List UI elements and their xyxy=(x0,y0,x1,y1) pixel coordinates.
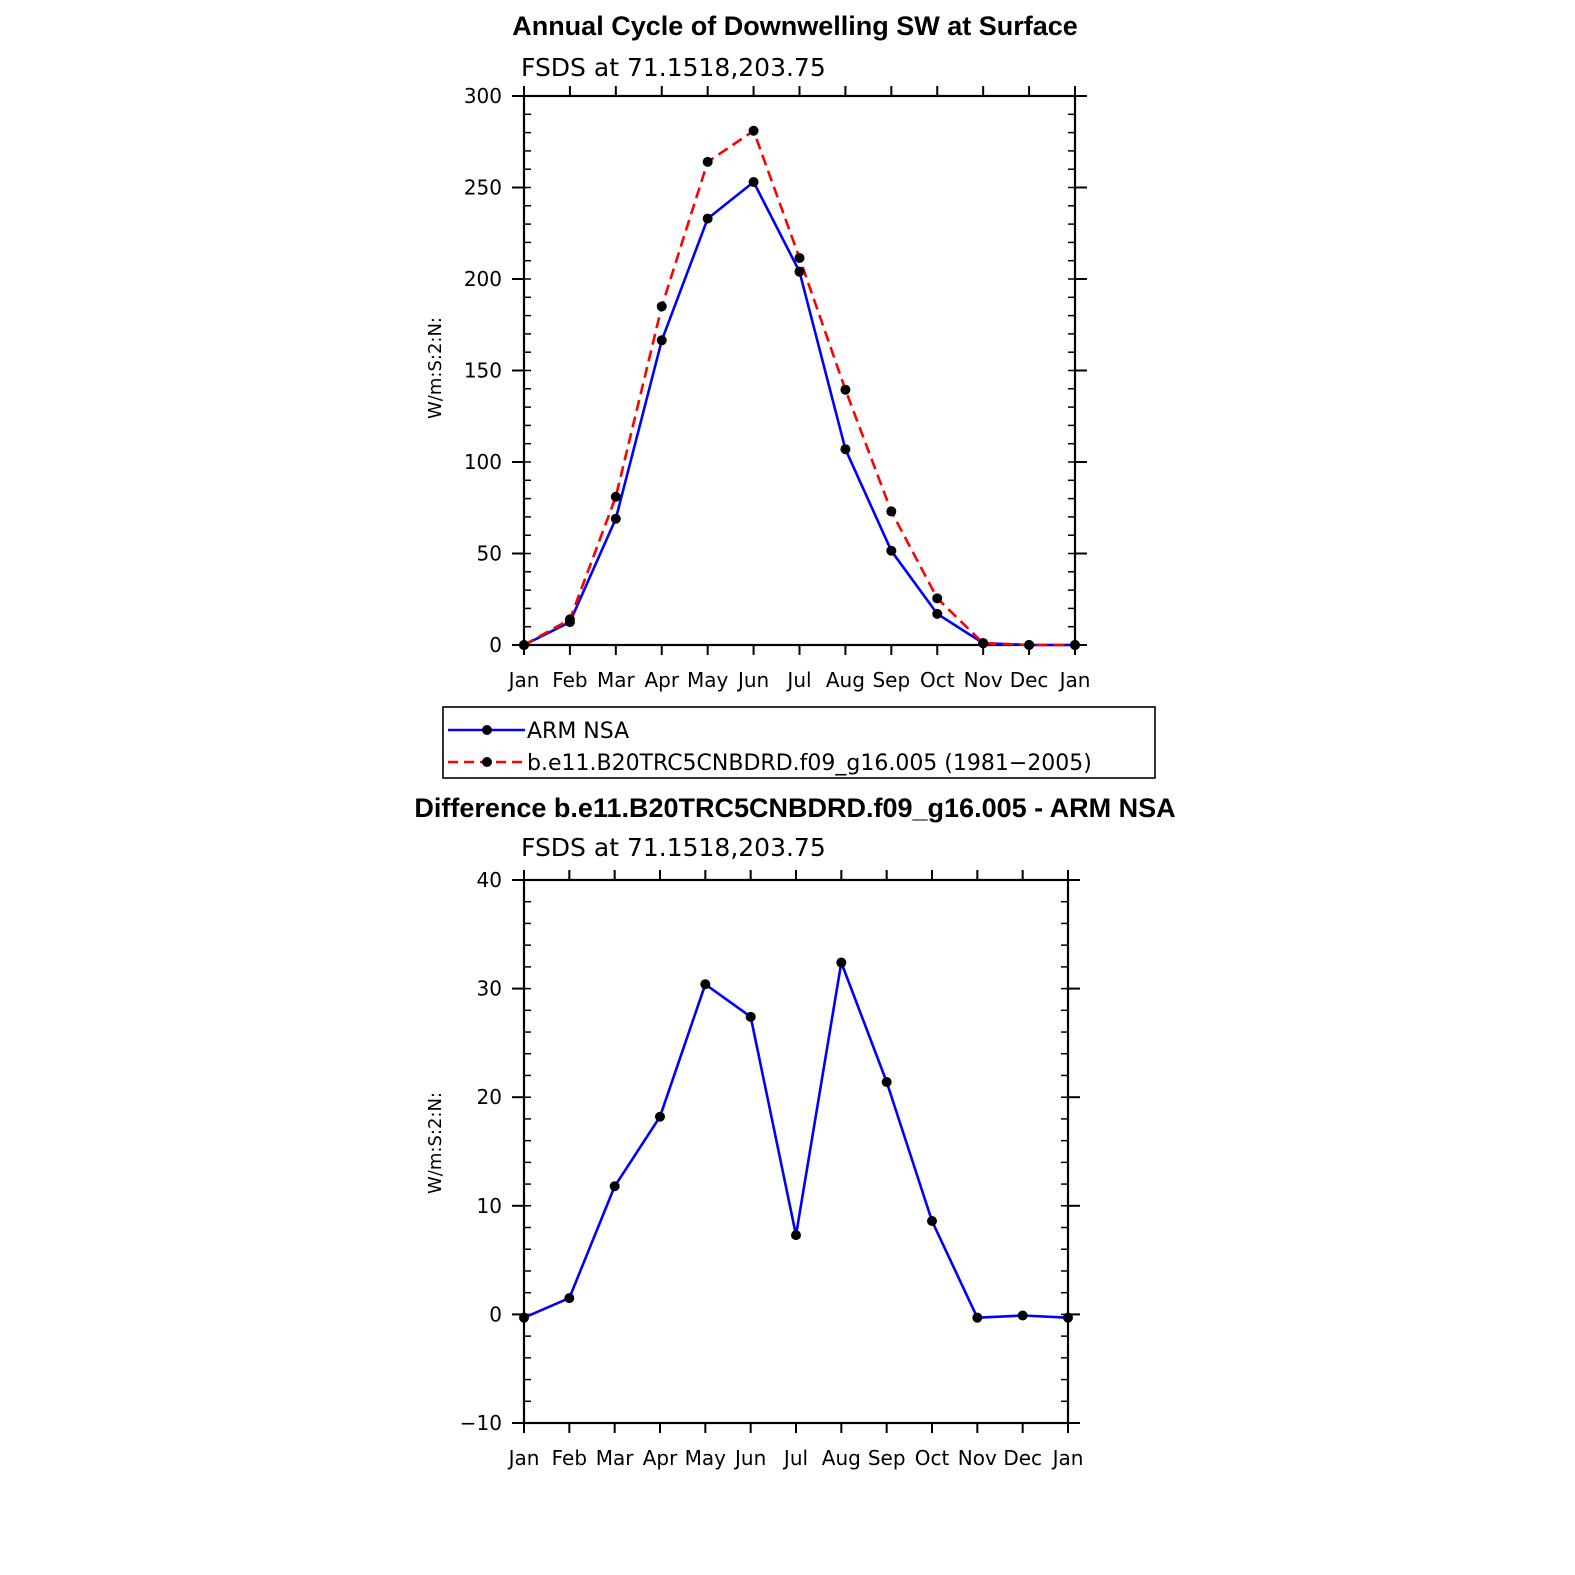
data-point xyxy=(886,545,897,556)
x-tick-label: Sep xyxy=(872,668,910,692)
legend-swatch-marker xyxy=(482,757,492,767)
data-point xyxy=(656,335,667,346)
x-tick-label: Jul xyxy=(782,1446,808,1470)
x-tick-label: Dec xyxy=(1010,668,1049,692)
y-tick-label: 20 xyxy=(477,1085,502,1109)
data-point xyxy=(564,1293,575,1304)
x-tick-label: Nov xyxy=(964,668,1003,692)
data-point xyxy=(927,1216,937,1227)
x-tick-label: Nov xyxy=(958,1446,997,1470)
x-tick-label: Jan xyxy=(1051,1446,1084,1470)
x-tick-label: Jun xyxy=(736,668,769,692)
legend-entry-label: b.e11.B20TRC5CNBDRD.f09_g16.005 (1981−20… xyxy=(527,751,1092,776)
x-tick-label: May xyxy=(687,668,729,692)
y-axis-label: W/m:S:2:N: xyxy=(425,317,446,419)
data-point xyxy=(794,252,805,263)
y-tick-label: 150 xyxy=(464,359,502,383)
data-point xyxy=(791,1230,801,1241)
chart-title: Difference b.e11.B20TRC5CNBDRD.f09_g16.0… xyxy=(414,793,1175,823)
x-tick-label: Feb xyxy=(552,668,587,692)
data-point xyxy=(1063,1312,1073,1323)
data-point xyxy=(610,491,621,502)
y-axis-label: W/m:S:2:N: xyxy=(425,1092,446,1194)
data-point xyxy=(1070,640,1080,650)
x-tick-label: Oct xyxy=(920,668,955,692)
x-tick-label: Jul xyxy=(785,668,811,692)
x-tick-label: Jan xyxy=(507,1446,540,1470)
data-point xyxy=(836,957,847,968)
data-point xyxy=(656,301,667,312)
legend-box xyxy=(442,706,1156,779)
y-tick-label: 0 xyxy=(489,1302,502,1326)
x-tick-label: Jun xyxy=(733,1446,766,1470)
data-point xyxy=(519,640,529,650)
data-point xyxy=(840,444,851,455)
data-point xyxy=(1017,1310,1028,1321)
series-line xyxy=(523,129,1075,647)
data-point xyxy=(932,608,943,619)
y-tick-label: 40 xyxy=(477,868,502,892)
y-tick-label: 250 xyxy=(464,176,502,200)
y-tick-label: 50 xyxy=(477,542,502,566)
data-point xyxy=(794,266,805,277)
data-point xyxy=(840,384,851,395)
data-point xyxy=(881,1076,892,1087)
x-tick-label: Aug xyxy=(826,668,865,692)
chart-subtitle: FSDS at 71.1518,203.75 xyxy=(521,833,826,862)
legend: ARM NSA b.e11.B20TRC5CNBDRD.f09_g16.005 … xyxy=(442,706,1156,779)
difference-chart: Difference b.e11.B20TRC5CNBDRD.f09_g16.0… xyxy=(414,793,1175,1470)
plot-frame xyxy=(522,878,1070,1425)
data-point xyxy=(519,1312,529,1323)
x-tick-label: Sep xyxy=(868,1446,906,1470)
y-tick-label: 30 xyxy=(477,977,502,1001)
chart-title: Annual Cycle of Downwelling SW at Surfac… xyxy=(512,11,1078,41)
y-tick-label: 300 xyxy=(464,84,502,108)
x-tick-label: Apr xyxy=(644,668,679,692)
x-tick-label: Jan xyxy=(507,668,540,692)
data-point xyxy=(610,513,621,524)
legend-swatch-marker xyxy=(482,725,492,735)
data-point xyxy=(609,1181,620,1192)
y-tick-label: 200 xyxy=(464,267,502,291)
x-tick-label: Mar xyxy=(596,1446,635,1470)
series-line xyxy=(523,180,1075,647)
x-tick-label: Oct xyxy=(915,1446,950,1470)
y-tick-label: 10 xyxy=(477,1194,502,1218)
y-tick-label: 100 xyxy=(464,450,502,474)
data-point xyxy=(655,1111,665,1122)
data-point xyxy=(978,638,989,649)
y-tick-label: −10 xyxy=(460,1411,502,1435)
x-tick-label: May xyxy=(685,1446,727,1470)
x-tick-label: Mar xyxy=(597,668,636,692)
chart-subtitle: FSDS at 71.1518,203.75 xyxy=(521,53,826,82)
data-point xyxy=(702,213,713,224)
data-point xyxy=(972,1312,983,1323)
x-tick-label: Feb xyxy=(552,1446,587,1470)
data-point xyxy=(886,506,897,517)
data-point xyxy=(564,614,575,625)
x-tick-label: Jan xyxy=(1058,668,1091,692)
x-tick-label: Apr xyxy=(643,1446,678,1470)
y-tick-label: 0 xyxy=(489,633,502,657)
legend-entry-label: ARM NSA xyxy=(527,719,629,744)
plot-frame xyxy=(522,94,1077,647)
series-line xyxy=(523,961,1069,1319)
data-point xyxy=(702,156,713,167)
data-point xyxy=(1024,640,1035,650)
data-point xyxy=(745,1011,756,1022)
data-point xyxy=(932,593,943,604)
annual-cycle-chart: Annual Cycle of Downwelling SW at Surfac… xyxy=(425,11,1090,692)
data-point xyxy=(748,177,759,188)
x-tick-label: Dec xyxy=(1003,1446,1042,1470)
data-point xyxy=(748,125,759,136)
data-point xyxy=(700,979,711,990)
x-tick-label: Aug xyxy=(822,1446,861,1470)
